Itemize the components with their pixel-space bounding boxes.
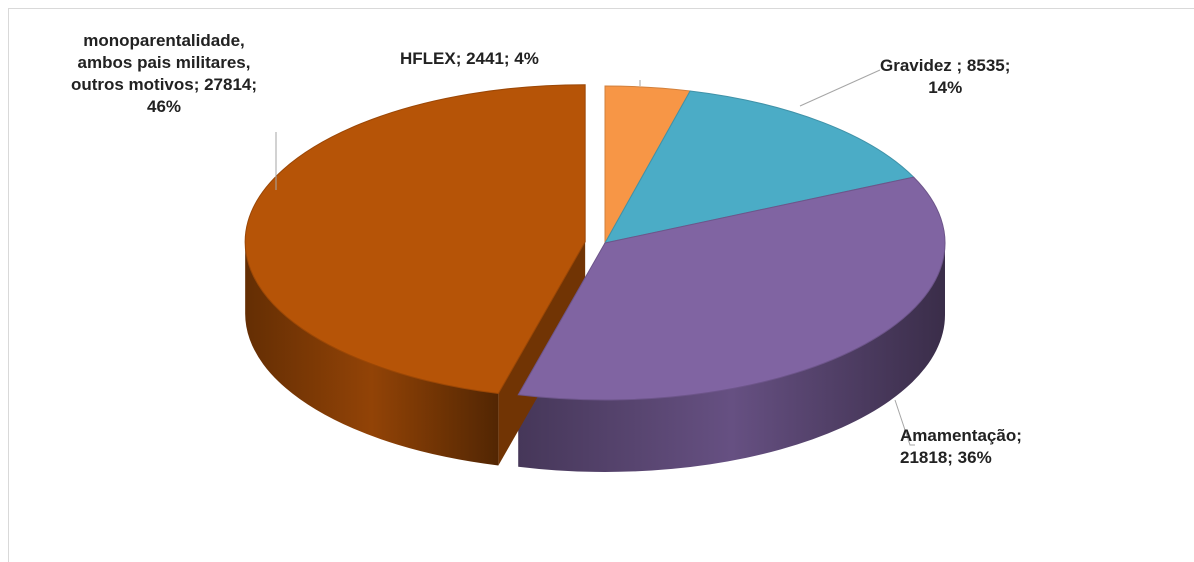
data-label: Gravidez ; 8535; 14%	[880, 56, 1011, 97]
slice	[244, 84, 586, 395]
slice-side	[245, 241, 499, 466]
leader-line	[894, 399, 915, 446]
frame	[8, 8, 1194, 562]
slice	[604, 90, 915, 244]
data-label: Amamentação; 21818; 36%	[900, 426, 1022, 467]
data-label: HFLEX; 2441; 4%	[400, 49, 539, 68]
slice	[517, 176, 946, 401]
data-label: monoparentalidade, ambos pais militares,…	[70, 31, 258, 116]
leader-line	[799, 69, 881, 107]
slice-side	[518, 243, 945, 472]
